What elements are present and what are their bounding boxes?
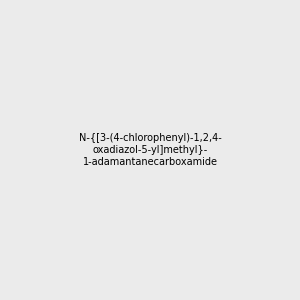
Text: N-{[3-(4-chlorophenyl)-1,2,4-
oxadiazol-5-yl]methyl}-
1-adamantanecarboxamide: N-{[3-(4-chlorophenyl)-1,2,4- oxadiazol-… (79, 134, 221, 166)
